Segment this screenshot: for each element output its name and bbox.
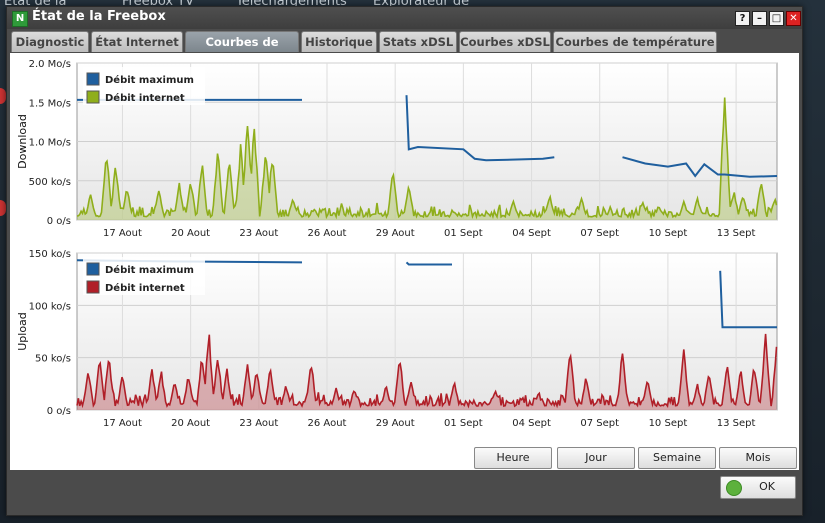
x-tick-label: 20 Aout	[171, 228, 210, 239]
y-tick-label: 0 o/s	[47, 406, 71, 417]
x-tick-label: 26 Aout	[308, 418, 347, 429]
legend-label: Débit internet	[105, 92, 185, 104]
bg-app-icon	[0, 88, 6, 104]
bg-app-icon	[0, 200, 6, 216]
freebox-icon: N	[12, 11, 28, 27]
x-tick-label: 17 Aout	[103, 228, 142, 239]
day-button[interactable]: Jour	[557, 447, 635, 469]
chart-panel: 0 o/s 500 ko/s 1.0 Mo/s 1.5 Mo/s 2.0 Mo/s 17 …	[10, 53, 799, 470]
x-tick-label: 13 Sept	[717, 418, 756, 429]
legend-box	[83, 67, 205, 105]
x-tick-label: 23 Aout	[239, 228, 278, 239]
freebox-status-window: N État de la Freebox ? – □ ✕ Diagnostic …	[6, 6, 803, 516]
y-tick-label: 1.0 Mo/s	[29, 138, 71, 149]
week-button[interactable]: Semaine	[638, 447, 716, 469]
legend-label: Débit maximum	[105, 264, 194, 276]
tab-historique[interactable]: Historique	[301, 31, 377, 52]
window-footer: OK	[10, 470, 799, 514]
y-axis-label: Download	[16, 114, 29, 169]
tab-courbes-temperature[interactable]: Courbes de température	[553, 31, 717, 52]
check-icon	[726, 480, 742, 496]
legend-box	[83, 257, 205, 295]
x-tick-label: 29 Aout	[376, 228, 415, 239]
x-tick-label: 07 Sept	[580, 228, 619, 239]
window-title: État de la Freebox	[32, 9, 166, 24]
maximize-button[interactable]: □	[769, 11, 784, 26]
tab-courbes-xdsl[interactable]: Courbes xDSL	[459, 31, 551, 52]
download-chart: 0 o/s 500 ko/s 1.0 Mo/s 1.5 Mo/s 2.0 Mo/s 17 …	[16, 59, 778, 239]
bg-app-label: Freebox TV	[122, 0, 195, 9]
tab-etat-internet[interactable]: État Internet	[91, 31, 183, 52]
x-tick-label: 29 Aout	[376, 418, 415, 429]
upload-chart: 0 o/s 50 ko/s 100 ko/s 150 ko/s 17 Aout 20 Ao…	[16, 249, 778, 429]
tab-diagnostic[interactable]: Diagnostic	[11, 31, 89, 52]
x-tick-label: 04 Sept	[512, 228, 551, 239]
y-tick-label: 0 o/s	[47, 216, 71, 227]
x-tick-label: 07 Sept	[580, 418, 619, 429]
tab-courbes-debit[interactable]: Courbes de Débit	[185, 31, 299, 69]
x-tick-label: 23 Aout	[239, 418, 278, 429]
y-tick-label: 100 ko/s	[29, 301, 71, 312]
window-titlebar[interactable]: N État de la Freebox ? – □ ✕	[7, 7, 802, 29]
legend-swatch	[86, 72, 100, 86]
bg-app-label: Explorateur de	[373, 0, 470, 9]
y-axis-label: Upload	[16, 312, 29, 351]
y-tick-label: 500 ko/s	[29, 177, 71, 188]
x-tick-label: 10 Sept	[649, 418, 688, 429]
hour-button[interactable]: Heure	[474, 447, 552, 469]
y-tick-label: 2.0 Mo/s	[29, 59, 71, 70]
y-tick-label: 50 ko/s	[35, 354, 71, 365]
traffic-line	[76, 97, 778, 220]
ok-button[interactable]: OK	[720, 476, 796, 499]
tab-stats-xdsl[interactable]: Stats xDSL	[379, 31, 457, 52]
x-tick-label: 04 Sept	[512, 418, 551, 429]
minimize-button[interactable]: –	[752, 11, 767, 26]
x-tick-label: 01 Sept	[444, 418, 483, 429]
legend-label: Débit maximum	[105, 74, 194, 86]
x-tick-label: 17 Aout	[103, 418, 142, 429]
legend-swatch	[86, 262, 100, 276]
ok-button-label: OK	[759, 480, 775, 493]
x-tick-label: 20 Aout	[171, 418, 210, 429]
close-button[interactable]: ✕	[786, 11, 801, 26]
traffic-area	[77, 97, 777, 220]
x-tick-label: 01 Sept	[444, 228, 483, 239]
bg-app-label: Téléchargements	[236, 0, 347, 9]
y-tick-label: 150 ko/s	[29, 249, 71, 260]
x-tick-label: 13 Sept	[717, 228, 756, 239]
help-button[interactable]: ?	[735, 11, 750, 26]
y-tick-label: 1.5 Mo/s	[29, 98, 71, 109]
traffic-line	[76, 333, 778, 409]
month-button[interactable]: Mois	[719, 447, 797, 469]
bg-app-label: État de la	[4, 0, 67, 9]
legend-swatch	[86, 280, 100, 294]
x-tick-label: 10 Sept	[649, 228, 688, 239]
legend-swatch	[86, 90, 100, 104]
legend-label: Débit internet	[105, 282, 185, 294]
x-tick-label: 26 Aout	[308, 228, 347, 239]
